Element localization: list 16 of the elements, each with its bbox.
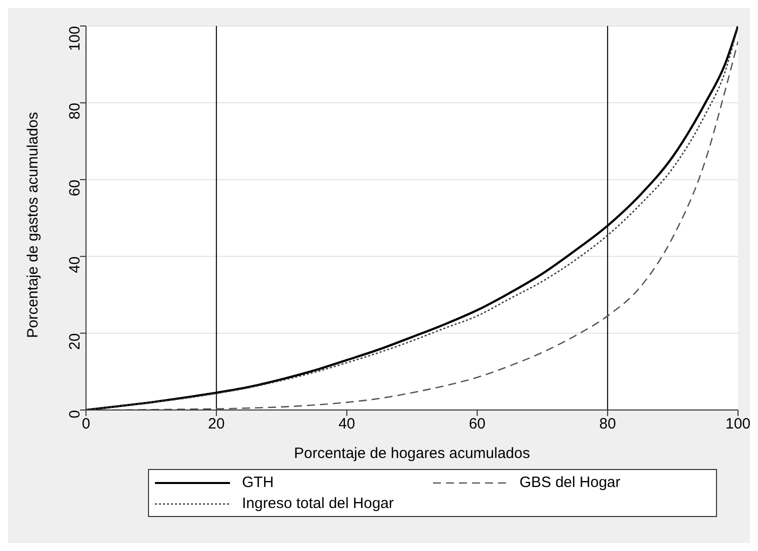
y-tick-label: 20 (66, 333, 84, 350)
x-tick-label: 80 (599, 416, 616, 433)
x-tick-label: 40 (338, 416, 356, 433)
y-tick-label: 40 (66, 256, 84, 274)
y-tick-label: 60 (66, 180, 84, 196)
y-axis-title: Porcentaje de gastos acumulados (24, 112, 42, 338)
legend-label: GBS del Hogar (520, 474, 620, 491)
y-tick-label: 80 (66, 102, 84, 120)
x-tick-label: 100 (725, 416, 751, 433)
x-tick-label: 20 (208, 416, 225, 433)
y-tick-label: 100 (66, 26, 84, 52)
legend-label: Ingreso total del Hogar (242, 495, 394, 512)
x-axis-title: Porcentaje de hogares acumulados (294, 445, 530, 462)
x-tick-label: 60 (468, 416, 486, 433)
legend-label: GTH (242, 474, 274, 491)
y-tick-label: 0 (66, 410, 84, 418)
